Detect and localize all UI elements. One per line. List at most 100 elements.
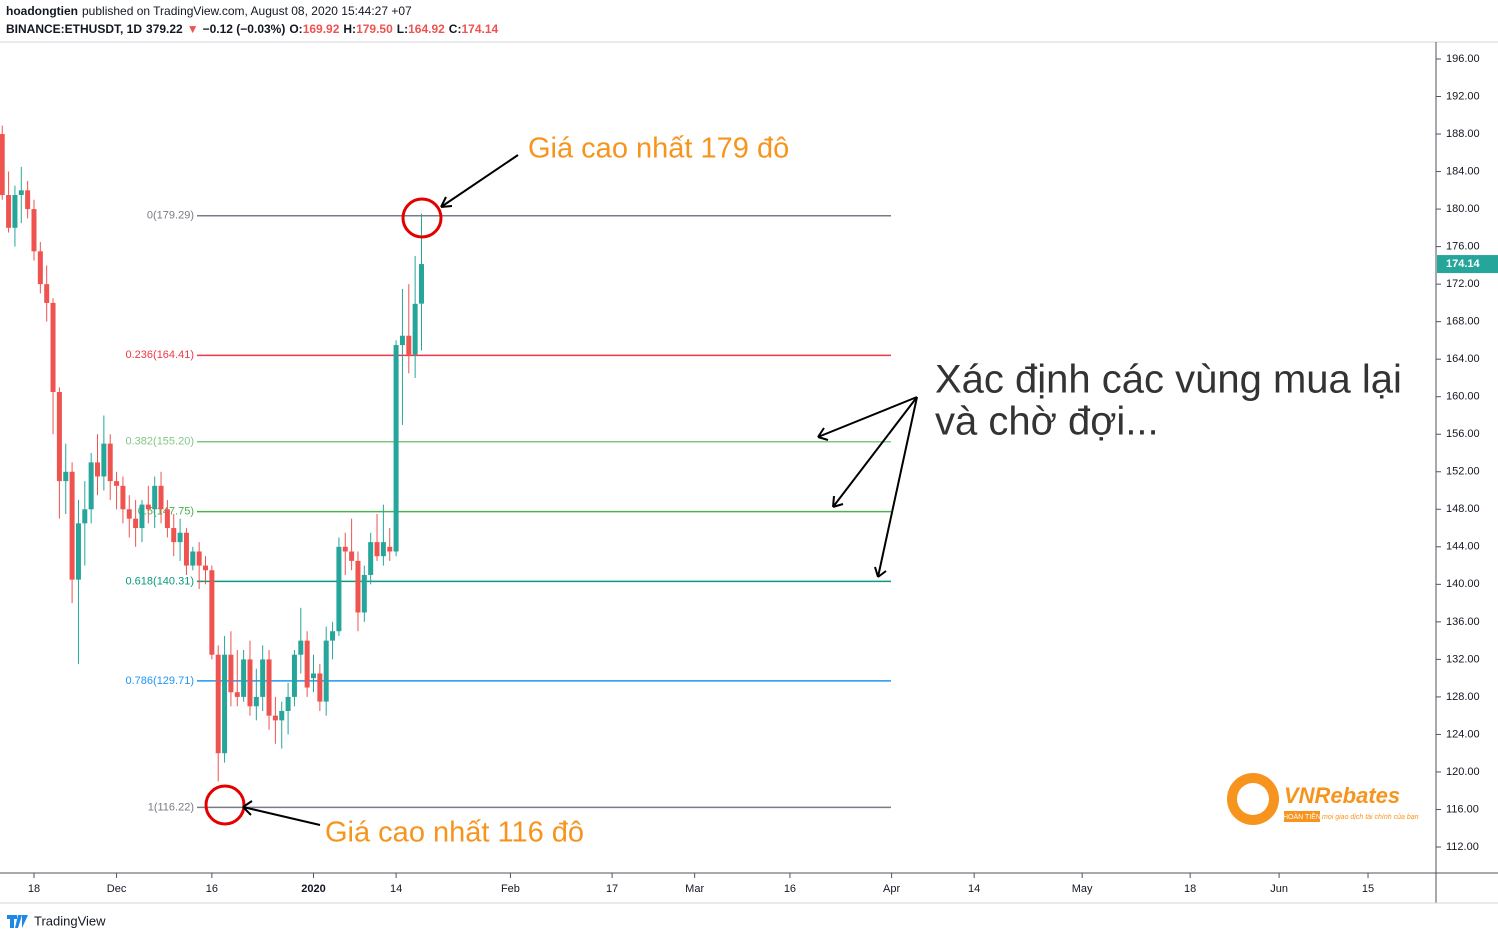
y-tick-label: 136.00: [1446, 616, 1480, 628]
header-line: hoadongtien published on TradingView.com,…: [6, 4, 412, 18]
y-tick-label: 180.00: [1446, 203, 1480, 215]
header-text: 169.92: [303, 22, 340, 36]
candle-body: [228, 654, 234, 693]
x-tick-label: Dec: [107, 883, 127, 895]
y-tick-label: 164.00: [1446, 353, 1480, 365]
candle-body: [355, 560, 361, 613]
candle-body: [6, 195, 12, 228]
y-tick-label: 144.00: [1446, 541, 1480, 553]
candle-body: [215, 654, 221, 754]
candle-body: [133, 518, 139, 529]
candle-body: [164, 509, 170, 529]
x-tick-label: 18: [28, 883, 40, 895]
candle-body: [37, 251, 43, 285]
y-tick-label: 128.00: [1446, 691, 1480, 703]
y-tick-label: 124.00: [1446, 728, 1480, 740]
candle-body: [31, 209, 37, 252]
last-price-label: 174.14: [1446, 258, 1481, 270]
candle-body: [203, 565, 209, 571]
candle-body: [412, 303, 418, 355]
candle-body: [75, 523, 81, 580]
fib-label: 0(179.29): [147, 210, 194, 222]
y-tick-label: 132.00: [1446, 653, 1480, 665]
x-tick-label: 16: [784, 883, 796, 895]
candle-body: [88, 462, 94, 510]
candle-body: [406, 335, 412, 355]
candle-body: [323, 640, 329, 702]
footer-logo: [7, 915, 28, 928]
x-tick-label: 14: [390, 883, 402, 895]
candle-body: [0, 134, 5, 196]
last-price-box: [1437, 255, 1498, 274]
candle-body: [285, 696, 291, 711]
candle-body: [374, 542, 380, 557]
candle-body: [126, 509, 132, 519]
header-text: 164.92: [408, 22, 445, 36]
candle-body: [114, 481, 120, 486]
candle-body: [418, 264, 424, 304]
header-text: L:: [397, 22, 408, 36]
x-tick-label: 15: [1362, 883, 1374, 895]
candle-body: [12, 195, 18, 228]
logo-slogan: mọi giao dịch tài chính của bạn: [1322, 813, 1419, 821]
candle-body: [349, 551, 355, 561]
candle-body: [387, 546, 393, 552]
plot-area: 0(179.29)0.236(164.41)0.382(155.20)0.5(1…: [0, 125, 891, 813]
candle-body: [361, 574, 367, 613]
y-tick-label: 156.00: [1446, 428, 1480, 440]
y-tick-label: 112.00: [1446, 841, 1479, 853]
logo-name: VNRebates: [1284, 783, 1400, 808]
annotation: Giá cao nhất 179 đô: [528, 133, 789, 165]
header-text: BINANCE:ETHUSDT, 1D: [6, 22, 142, 36]
candle-body: [222, 654, 228, 754]
footer: TradingView: [7, 913, 106, 928]
header-text: 174.14: [461, 22, 498, 36]
y-tick-label: 116.00: [1446, 803, 1479, 815]
candle-body: [25, 190, 31, 210]
y-tick-label: 188.00: [1446, 128, 1480, 140]
candle-body: [107, 443, 113, 482]
candle-body: [139, 504, 145, 529]
candle-body: [279, 710, 285, 721]
y-tick-label: 184.00: [1446, 165, 1480, 177]
footer-text: TradingView: [34, 913, 106, 928]
candle-body: [196, 551, 202, 566]
candle-body: [95, 462, 101, 477]
candle-body: [272, 715, 278, 721]
candle-body: [399, 335, 405, 346]
x-tick-label: 18: [1184, 883, 1196, 895]
candle-body: [44, 284, 50, 303]
candle-body: [253, 696, 259, 707]
fib-label: 0.618(140.31): [126, 575, 195, 587]
y-tick-label: 140.00: [1446, 578, 1480, 590]
candle-body: [241, 659, 247, 697]
fib-label: 0.236(164.41): [126, 349, 195, 361]
header-text: 379.22: [146, 22, 183, 36]
fib-label: 0.382(155.20): [126, 436, 195, 448]
candle-body: [82, 509, 88, 524]
x-tick-label: Mar: [685, 883, 704, 895]
fib-label: 0.786(129.71): [126, 675, 195, 687]
x-tick-label: 17: [606, 883, 618, 895]
header-text: hoadongtien: [6, 4, 78, 18]
arrows: [242, 154, 918, 826]
logo: VNRebates HOÀN TIỀN mọi giao dịch tài ch…: [1227, 773, 1419, 825]
logo-icon: [1237, 783, 1269, 815]
x-tick-label: Apr: [883, 883, 900, 895]
candle-body: [260, 659, 266, 697]
x-tick-label: 14: [968, 883, 980, 895]
header-line: BINANCE:ETHUSDT, 1D 379.22 ▼ −0.12 (−0.03%)…: [6, 22, 498, 36]
candle-body: [209, 570, 215, 655]
candle-body: [266, 659, 272, 716]
highlight-circle: [401, 197, 443, 239]
fib-label: 1(116.22): [148, 801, 194, 813]
candle-body: [310, 673, 316, 679]
candle-body: [380, 542, 386, 557]
annotation: Xác định các vùng mua lại: [935, 358, 1402, 402]
candle-body: [177, 532, 183, 543]
y-tick-label: 160.00: [1446, 391, 1480, 403]
candle-body: [247, 659, 253, 707]
y-tick-label: 148.00: [1446, 503, 1480, 515]
candle-body: [145, 504, 151, 510]
